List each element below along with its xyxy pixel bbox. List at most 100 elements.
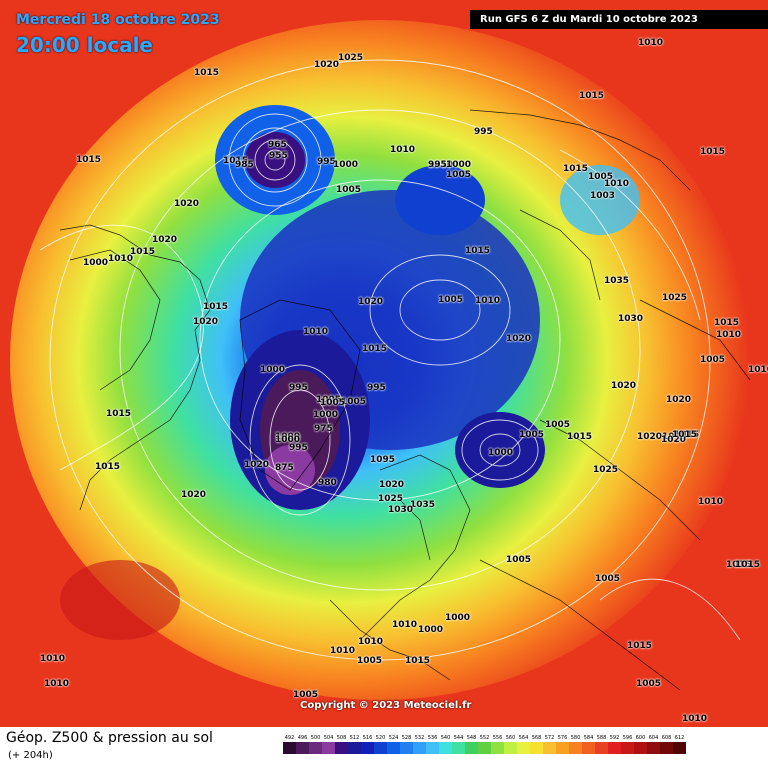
pressure-label: 1005 bbox=[341, 397, 367, 407]
scale-cell: 552 bbox=[478, 735, 491, 754]
pressure-label: 1005 bbox=[545, 420, 571, 430]
pressure-label: 995 bbox=[289, 383, 308, 393]
scale-swatch bbox=[556, 742, 569, 754]
pressure-label: 1015 bbox=[76, 155, 102, 165]
scale-cell: 496 bbox=[296, 735, 309, 754]
pressure-label: 1015 bbox=[627, 641, 653, 651]
pressure-label: 1005 bbox=[519, 430, 545, 440]
scale-cell: 608 bbox=[660, 735, 673, 754]
scale-cell: 528 bbox=[400, 735, 413, 754]
scale-label: 580 bbox=[570, 735, 581, 741]
scale-cell: 592 bbox=[608, 735, 621, 754]
pressure-label: 1010 bbox=[330, 646, 356, 656]
scale-cell: 584 bbox=[582, 735, 595, 754]
scale-cell: 572 bbox=[543, 735, 556, 754]
pressure-label: 995 bbox=[317, 157, 336, 167]
scale-label: 540 bbox=[440, 735, 451, 741]
scale-label: 552 bbox=[479, 735, 490, 741]
scale-swatch bbox=[504, 742, 517, 754]
scale-cell: 544 bbox=[452, 735, 465, 754]
scale-label: 512 bbox=[349, 735, 360, 741]
scale-swatch bbox=[569, 742, 582, 754]
pressure-label: 1035 bbox=[410, 500, 436, 510]
scale-label: 560 bbox=[505, 735, 516, 741]
pressure-label: 985 bbox=[235, 160, 254, 170]
pressure-label: 1015 bbox=[223, 156, 249, 166]
pressure-label: 1030 bbox=[388, 505, 414, 515]
scale-cell: 580 bbox=[569, 735, 582, 754]
scale-swatch bbox=[595, 742, 608, 754]
pressure-label: 1015 bbox=[95, 462, 121, 472]
scale-cell: 524 bbox=[387, 735, 400, 754]
scale-cell: 492 bbox=[283, 735, 296, 754]
scale-swatch bbox=[673, 742, 686, 754]
scale-cell: 604 bbox=[647, 735, 660, 754]
pressure-label: 1015 bbox=[130, 247, 156, 257]
scale-cell: 500 bbox=[309, 735, 322, 754]
pressure-label: 1000 bbox=[418, 625, 444, 635]
pressure-label: 1015 bbox=[106, 409, 132, 419]
pressure-label: 995 bbox=[428, 160, 447, 170]
scale-cell: 508 bbox=[335, 735, 348, 754]
scale-label: 504 bbox=[323, 735, 334, 741]
pressure-label: 1020 bbox=[181, 490, 207, 500]
scale-label: 508 bbox=[336, 735, 347, 741]
scale-label: 572 bbox=[544, 735, 555, 741]
pressure-label: 1020 bbox=[244, 460, 270, 470]
scale-cell: 536 bbox=[426, 735, 439, 754]
pressure-label: 1015 bbox=[362, 344, 388, 354]
pressure-label: 1000 bbox=[83, 258, 109, 268]
pressure-label: 1005 bbox=[438, 295, 464, 305]
scale-swatch bbox=[296, 742, 309, 754]
pressure-label: 1025 bbox=[378, 494, 404, 504]
pressure-label: 1005 bbox=[293, 690, 319, 700]
scale-swatch bbox=[400, 742, 413, 754]
scale-cell: 520 bbox=[374, 735, 387, 754]
scale-cell: 532 bbox=[413, 735, 426, 754]
scale-swatch bbox=[387, 742, 400, 754]
forecast-date: Mercredi 18 octobre 2023 bbox=[16, 12, 220, 28]
pressure-label: 1000 bbox=[313, 410, 339, 420]
pressure-label: 1015 bbox=[567, 432, 593, 442]
scale-swatch bbox=[491, 742, 504, 754]
scale-swatch bbox=[621, 742, 634, 754]
pressure-label: 995 bbox=[367, 383, 386, 393]
scale-label: 596 bbox=[622, 735, 633, 741]
pressure-label: 1020 bbox=[379, 480, 405, 490]
scale-label: 576 bbox=[557, 735, 568, 741]
pressure-label: 1000 bbox=[333, 160, 359, 170]
pressure-label: 1000 bbox=[446, 160, 472, 170]
scale-swatch bbox=[478, 742, 491, 754]
scale-cell: 556 bbox=[491, 735, 504, 754]
scale-label: 500 bbox=[310, 735, 321, 741]
scale-swatch bbox=[413, 742, 426, 754]
scale-label: 492 bbox=[284, 735, 295, 741]
scale-cell: 560 bbox=[504, 735, 517, 754]
scale-label: 604 bbox=[648, 735, 659, 741]
pressure-label: 1010 bbox=[638, 38, 664, 48]
pressure-label: 1010 bbox=[682, 714, 708, 724]
scale-swatch bbox=[452, 742, 465, 754]
pressure-label: 1035 bbox=[604, 276, 630, 286]
pressure-label: 1015 bbox=[203, 302, 229, 312]
pressure-label: 995 bbox=[289, 443, 308, 453]
pressure-label: 995 bbox=[474, 127, 493, 137]
pressure-label: 1005 bbox=[316, 395, 342, 405]
scale-swatch bbox=[309, 742, 322, 754]
scale-label: 608 bbox=[661, 735, 672, 741]
scale-label: 612 bbox=[674, 735, 685, 741]
scale-cell: 540 bbox=[439, 735, 452, 754]
scale-swatch bbox=[582, 742, 595, 754]
geopotential-field bbox=[10, 20, 751, 700]
scale-cell: 596 bbox=[621, 735, 634, 754]
scale-label: 496 bbox=[297, 735, 308, 741]
scale-cell: 548 bbox=[465, 735, 478, 754]
scale-swatch bbox=[465, 742, 478, 754]
pressure-label: 875 bbox=[275, 463, 294, 473]
pressure-label: 1000 bbox=[260, 365, 286, 375]
pressure-label: 1010 bbox=[698, 497, 724, 507]
pressure-label: 1020 bbox=[661, 435, 687, 445]
scale-cell: 576 bbox=[556, 735, 569, 754]
pressure-label: 965 bbox=[268, 140, 287, 150]
scale-cell: 612 bbox=[673, 735, 686, 754]
